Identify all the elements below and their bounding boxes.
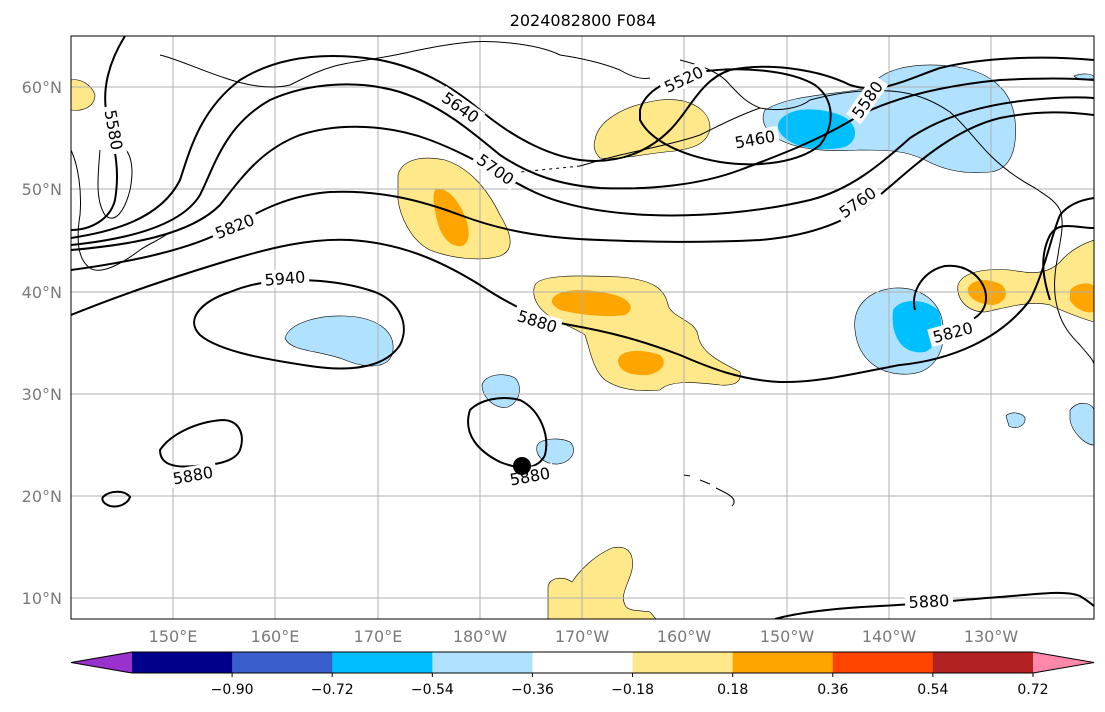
colorbar-box xyxy=(232,652,333,673)
position-marker xyxy=(513,457,531,475)
coast-kamchatka xyxy=(97,144,133,219)
colorbar-tick-label: 0.54 xyxy=(917,682,948,698)
anomaly-pos-east-core-1 xyxy=(967,280,1006,305)
colorbar-box xyxy=(932,652,1034,673)
colorbar-tick-label: −0.18 xyxy=(611,682,654,698)
colorbar-tick-label: −0.72 xyxy=(311,682,354,698)
coast-aleutians xyxy=(519,165,581,173)
map-panel: 5520 5460 5580 5580 5640 5700 5760 5820 … xyxy=(71,36,1094,619)
anomaly-pos-central-core-1 xyxy=(551,290,631,317)
anomaly-neg-west-pacific xyxy=(284,315,394,367)
colorbar-extend-max xyxy=(1033,652,1094,673)
colorbar-box xyxy=(332,652,433,673)
latitude-labels: 60°N 50°N 40°N 30°N 20°N 10°N xyxy=(22,78,62,608)
contour-5880-subtropic-2 xyxy=(467,397,548,469)
colorbar-box xyxy=(832,652,934,673)
contour-5880-south xyxy=(774,591,1094,619)
height-contours xyxy=(71,36,1094,619)
contour-5880-west-edge xyxy=(1042,224,1094,301)
contour-5880-main xyxy=(71,197,1094,384)
lat-label: 10°N xyxy=(22,589,62,608)
coast-british-columbia xyxy=(1034,187,1063,256)
colorbar-box xyxy=(632,652,734,673)
coast-hawaii xyxy=(683,474,735,507)
coast-us-west xyxy=(1054,254,1094,366)
colorbar-tick-label: 0.18 xyxy=(717,682,748,698)
coast-chukotka xyxy=(559,54,651,79)
colorbar-outline xyxy=(70,651,1095,674)
colorbar-extend-min xyxy=(71,652,132,673)
contour-5880-subtropic-1 xyxy=(158,418,243,468)
lon-label: 170°E xyxy=(354,627,403,646)
anomaly-neg-small-4 xyxy=(1005,412,1026,428)
colorbar-box xyxy=(532,652,634,673)
lon-label: 150°E xyxy=(149,627,198,646)
map-title: 2024082800 F084 xyxy=(510,11,657,30)
anomaly-pos-bering xyxy=(593,99,711,159)
anomaly-pos-tropics xyxy=(547,546,657,619)
lon-label: 130°W xyxy=(964,627,1019,646)
lat-label: 20°N xyxy=(22,487,62,506)
colorbar-tick-label: 0.36 xyxy=(817,682,848,698)
colorbar-tick-label: −0.54 xyxy=(411,682,454,698)
longitude-labels: 150°E 160°E 170°E 180°W 170°W 160°W 150°… xyxy=(149,627,1019,646)
lat-label: 60°N xyxy=(22,78,62,97)
lon-label: 170°W xyxy=(555,627,610,646)
graticule xyxy=(71,36,1094,619)
colorbar: −0.90 −0.72 −0.54 −0.36 −0.18 0.18 0.36 0.54 0.7… xyxy=(70,651,1095,698)
anomaly-neg-small-3 xyxy=(1069,402,1094,446)
anomaly-neg-core-west-coast xyxy=(892,301,942,353)
anomaly-pos-east-core-2 xyxy=(1070,283,1094,313)
lat-label: 50°N xyxy=(22,180,62,199)
contour-5940 xyxy=(193,279,405,370)
contour-5700 xyxy=(71,77,1094,246)
lon-label: 180°W xyxy=(453,627,508,646)
contour-5820-east xyxy=(913,264,987,323)
colorbar-tick-label: −0.90 xyxy=(211,682,254,698)
colorbar-tick-label: −0.36 xyxy=(511,682,554,698)
colorbar-tick-label: 0.72 xyxy=(1017,682,1048,698)
lat-label: 30°N xyxy=(22,385,62,404)
lon-label: 160°E xyxy=(251,627,300,646)
lon-label: 160°W xyxy=(657,627,712,646)
colorbar-box xyxy=(132,652,233,673)
contour-5880-small xyxy=(101,490,132,508)
colorbar-box xyxy=(432,652,533,673)
map-frame xyxy=(70,35,1095,620)
lon-label: 140°W xyxy=(862,627,917,646)
coast-siberia xyxy=(159,41,561,88)
anomaly-neg-core-alaska xyxy=(777,109,856,150)
contour-5760 xyxy=(71,96,1094,251)
anomaly-pos-north-pacific-core xyxy=(433,188,469,247)
anomaly-pos-central-core-2 xyxy=(618,350,664,376)
lat-label: 40°N xyxy=(22,283,62,302)
lon-label: 150°W xyxy=(760,627,815,646)
contour-label: 5880 xyxy=(908,591,950,612)
coast-alaska-west xyxy=(679,59,811,111)
contour-label: 5940 xyxy=(264,267,306,289)
colorbar-box xyxy=(732,652,834,673)
